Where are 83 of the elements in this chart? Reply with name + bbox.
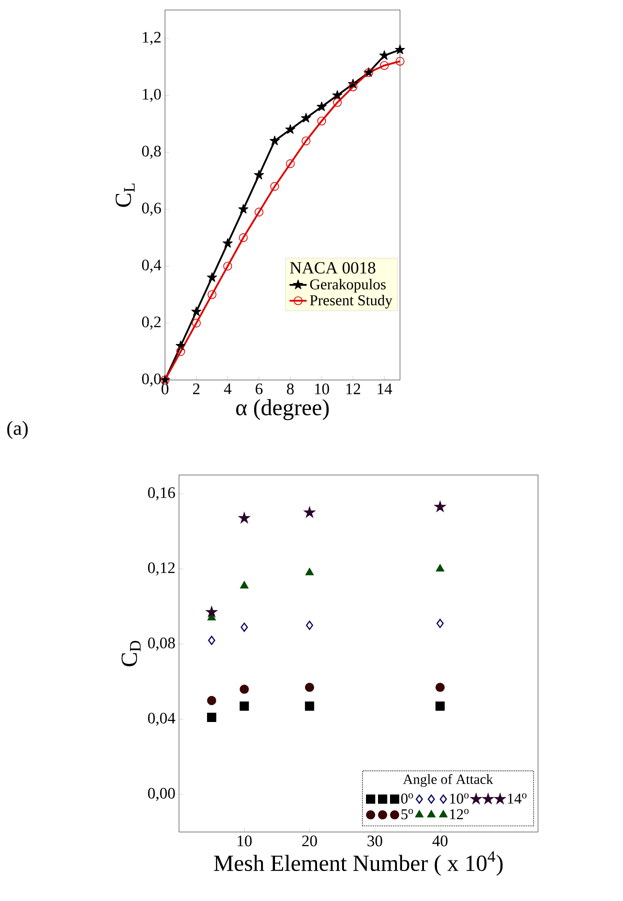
point [305,568,314,576]
point [207,696,216,706]
point [192,318,201,328]
y-tick-label: 0,04 [148,712,176,726]
y-tick-label: 0,12 [148,562,175,576]
legend-label: 0$^{o}$ [401,793,413,804]
point [306,620,314,630]
point [240,581,248,588]
point [379,50,390,60]
point [207,712,216,722]
x-tick-label: 30 [368,836,382,846]
legend-label: 5$^{o}$ [401,808,413,820]
point [436,618,444,628]
x-tick-label: 40 [432,836,448,846]
x-tick-label: 8 [286,384,294,394]
point [240,702,249,711]
point [270,182,280,191]
point [434,502,446,512]
x-tick-label: 0 [162,384,168,394]
point [254,208,264,216]
point [286,159,295,168]
legend-label: 14$^{o}$ [508,793,527,804]
x-tick-label: 20 [302,836,317,846]
point [208,290,216,300]
point [435,682,445,692]
point [435,702,445,711]
y-tick-label: 0,8 [142,146,161,159]
x-tick-label: 2 [193,384,200,394]
point [270,136,280,146]
point [436,564,444,572]
y-tick-label: 0,16 [148,487,175,500]
x-tick-label: 12 [346,384,360,394]
x-axis-title: Mesh Element Number ( x 10$^{4}$) [214,851,503,876]
point [395,44,405,54]
y-axis-title: C$_{L}$ [116,184,135,207]
point [316,102,327,112]
point [238,233,248,242]
legend-label: Present Study [310,294,392,308]
x-tick-label: 4 [224,384,232,394]
x-axis-title: α (degree) [236,399,329,420]
y-axis-title: C$_{D}$ [122,640,141,666]
legend-title: Angle of Attack [403,774,494,787]
y-tick-label: 0,4 [142,260,162,273]
point [304,682,314,692]
x-tick-label: 6 [256,384,263,394]
point [317,116,326,126]
y-tick-label: 1,2 [142,32,161,45]
legend-label: 12$^{o}$ [450,808,469,820]
point [380,61,389,70]
y-tick-label: 0,0 [142,373,161,387]
point [240,684,249,694]
point [348,82,358,92]
y-tick-label: 0,2 [142,316,161,330]
point [302,136,310,146]
legend-title: NACA 0018 [290,262,376,274]
point [332,90,342,100]
point [208,636,216,645]
point [206,606,217,617]
y-tick-label: 0,08 [148,638,175,651]
point [301,112,311,122]
x-tick-label: 10 [315,384,330,394]
point [254,170,264,180]
y-tick-label: 1,0 [142,88,161,102]
text: (a) [7,420,28,439]
point [222,238,233,248]
point [304,507,315,518]
x-tick-label: 10 [238,836,252,846]
point [285,124,296,134]
legend-label: 10$^{o}$ [450,793,469,804]
point [191,306,202,316]
point [207,272,217,282]
point [332,98,342,107]
y-tick-label: 0,6 [142,202,161,216]
point [240,622,248,632]
point [223,262,232,271]
point [176,347,186,356]
legend-label: Gerakopulos [310,278,386,293]
point [239,512,250,523]
point [304,702,314,711]
y-tick-label: 0,00 [148,788,175,801]
point [238,204,248,214]
x-tick-label: 14 [378,384,392,394]
point [396,56,404,66]
